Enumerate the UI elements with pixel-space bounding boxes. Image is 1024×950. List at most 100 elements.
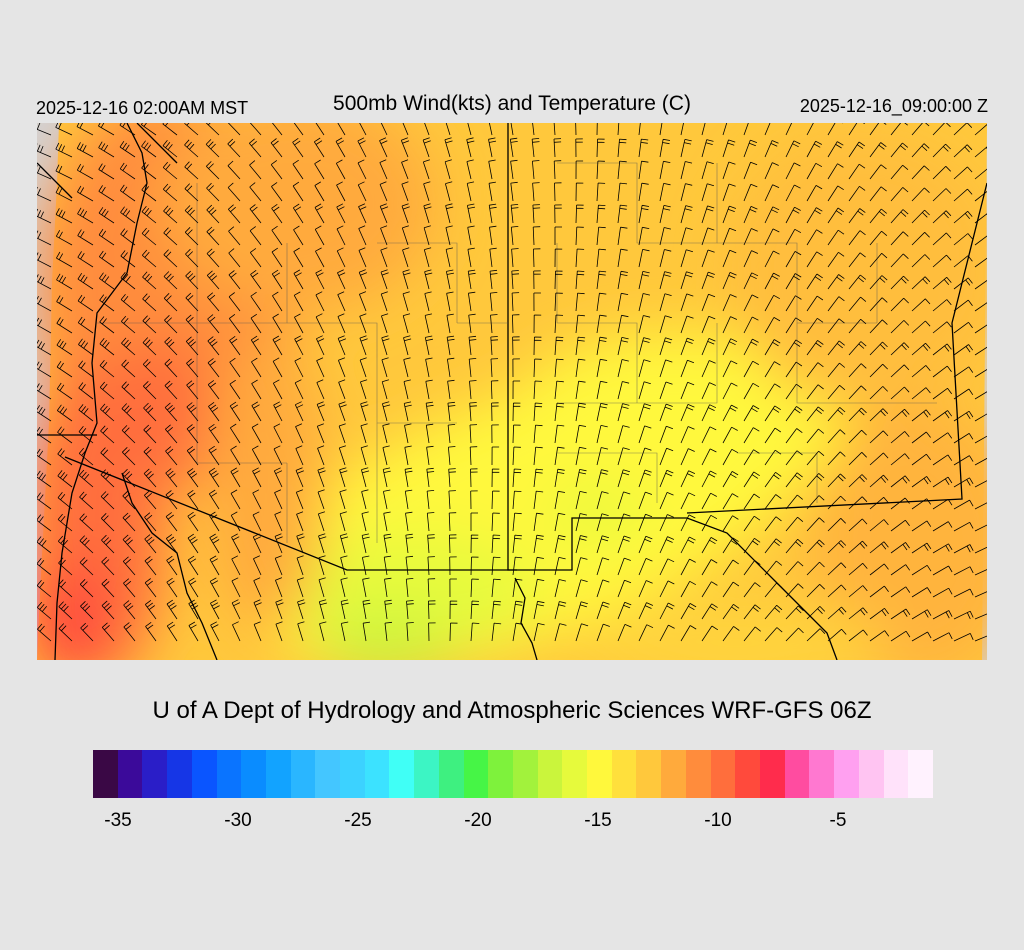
wind-barb <box>491 512 500 532</box>
wind-barb <box>77 185 94 202</box>
wind-barb <box>274 555 283 576</box>
wind-barb <box>659 602 675 620</box>
wind-barb <box>336 247 346 268</box>
wind-barb <box>143 424 157 444</box>
colorbar-tick-label: -15 <box>584 810 612 831</box>
wind-barb <box>185 314 199 334</box>
wind-barb <box>533 402 543 422</box>
wind-barb <box>890 209 909 224</box>
wind-barb <box>932 188 952 202</box>
colorbar-swatch <box>241 750 266 798</box>
wind-barb <box>722 559 739 576</box>
wind-barb <box>164 380 178 400</box>
wind-barb <box>596 336 607 356</box>
wind-barb <box>638 123 641 136</box>
wind-barb <box>37 123 52 136</box>
wind-barb <box>359 335 368 356</box>
wind-barb <box>292 203 304 224</box>
wind-barb <box>468 313 476 334</box>
wind-barb <box>316 401 325 422</box>
wind-barb <box>617 579 632 598</box>
wind-barb <box>318 555 326 576</box>
wind-barb <box>120 250 136 268</box>
wind-barb <box>445 203 454 224</box>
wind-barb <box>554 380 564 400</box>
wind-barb <box>403 379 411 400</box>
wind-barb <box>554 490 566 510</box>
wind-barb <box>617 403 630 422</box>
wind-barb <box>76 163 94 180</box>
wind-barb <box>554 314 564 334</box>
wind-barb <box>37 601 52 620</box>
wind-barb <box>444 137 453 158</box>
wind-barb <box>827 296 845 312</box>
wind-barb <box>638 182 649 202</box>
wind-barb <box>932 476 953 488</box>
wind-barb <box>270 138 283 158</box>
wind-barb <box>466 181 475 202</box>
wind-barb <box>428 600 436 620</box>
wind-barb <box>848 163 866 180</box>
wind-barb <box>360 379 368 400</box>
wind-barb <box>932 387 953 400</box>
wind-barb <box>80 622 94 642</box>
wind-barb <box>207 358 220 378</box>
wind-barb <box>764 162 779 180</box>
wind-barb <box>251 379 262 400</box>
wind-barb <box>227 160 241 180</box>
wind-barb <box>701 581 718 598</box>
wind-barb <box>166 555 178 576</box>
wind-barb <box>402 123 409 136</box>
wind-barb <box>57 448 73 466</box>
wind-barb <box>56 382 73 400</box>
wind-barb <box>448 446 456 466</box>
wind-barb <box>77 229 94 246</box>
wind-barb <box>78 426 94 444</box>
wind-barb <box>272 335 283 356</box>
wind-barb <box>785 273 802 290</box>
wind-barb <box>680 492 696 510</box>
wind-barb <box>953 277 973 290</box>
wind-barb <box>207 292 220 312</box>
wind-barb <box>449 534 457 554</box>
wind-barb <box>142 359 157 378</box>
wind-barb <box>360 401 369 422</box>
wind-barb <box>445 123 451 136</box>
wind-barb <box>98 207 115 224</box>
wind-barb <box>184 139 199 158</box>
wind-barb <box>184 183 199 202</box>
wind-barb <box>294 357 304 378</box>
wind-barb <box>100 469 115 488</box>
wind-barb <box>382 423 390 444</box>
wind-barb <box>848 407 867 422</box>
wind-barb <box>467 225 475 246</box>
map-title: 500mb Wind(kts) and Temperature (C) <box>333 92 691 115</box>
wind-barb <box>743 405 760 422</box>
wind-barb <box>145 621 157 642</box>
wind-barb <box>314 203 325 224</box>
wind-barb <box>890 408 910 422</box>
wind-barb <box>425 357 433 378</box>
wind-barb <box>869 142 887 158</box>
wind-barb <box>144 578 157 598</box>
wind-barb <box>382 467 391 488</box>
wind-barb <box>425 379 433 400</box>
wind-barb <box>596 160 605 180</box>
wind-barb <box>575 123 577 136</box>
wind-barb <box>165 490 178 510</box>
wind-barb <box>294 401 304 422</box>
wind-barb <box>827 384 846 400</box>
wind-barb <box>490 358 499 378</box>
wind-barb <box>231 555 241 576</box>
wind-barb <box>659 123 663 136</box>
colorbar-swatch <box>488 750 513 798</box>
wind-barb <box>722 272 737 290</box>
wind-barb <box>869 275 888 290</box>
wind-barb <box>827 318 845 334</box>
wind-barb <box>448 468 456 488</box>
wind-barb <box>974 391 987 400</box>
wind-barb <box>449 622 458 642</box>
wind-barb <box>575 160 584 180</box>
wind-barb <box>447 357 455 378</box>
wind-barb <box>554 226 562 245</box>
